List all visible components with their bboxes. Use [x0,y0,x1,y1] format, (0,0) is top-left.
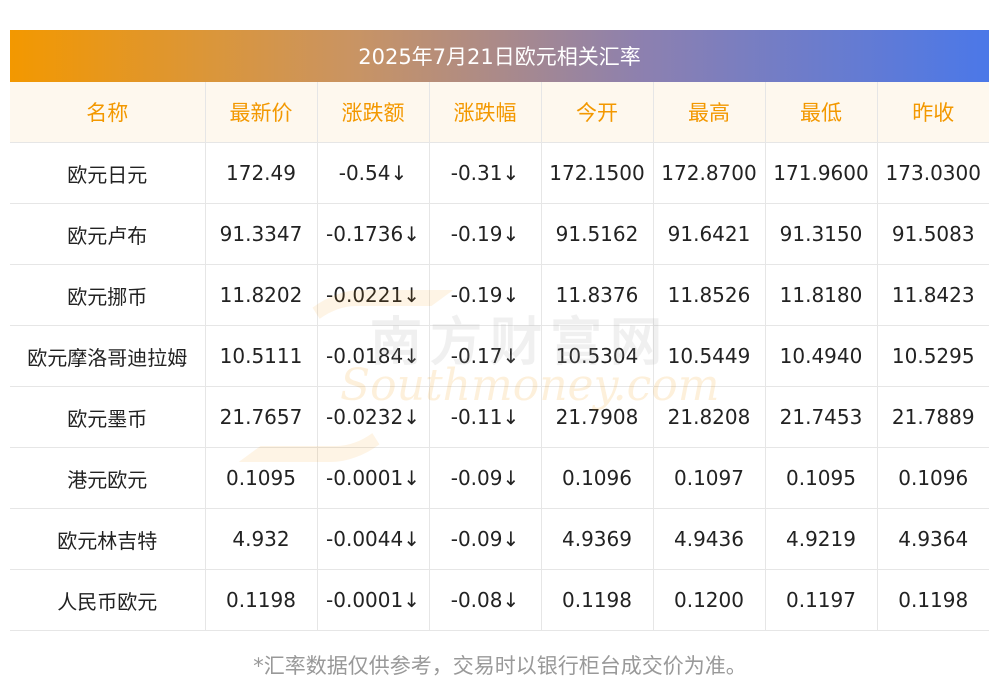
cell-low: 0.1197 [765,569,878,631]
cell-open: 91.5162 [541,203,654,265]
cell-high: 172.8700 [653,142,766,204]
cell-change-pct: -0.31↓ [429,142,542,204]
cell-low: 4.9219 [765,508,878,570]
cell-open: 10.5304 [541,325,654,387]
header-change: 涨跌额 [317,82,430,143]
cell-change: -0.0232↓ [317,386,430,448]
cell-high: 10.5449 [653,325,766,387]
cell-change: -0.1736↓ [317,203,430,265]
cell-low: 171.9600 [765,142,878,204]
cell-open: 11.8376 [541,264,654,326]
cell-change-pct: -0.09↓ [429,447,542,509]
cell-name: 人民币欧元 [10,569,206,631]
header-latest: 最新价 [205,82,318,143]
table-row: 欧元林吉特 4.932 -0.0044↓ -0.09↓ 4.9369 4.9436 4.92… [10,508,989,570]
cell-prev-close: 11.8423 [877,264,989,326]
table-row: 欧元日元 172.49 -0.54↓ -0.31↓ 172.1500 172.8700 17… [10,142,989,204]
header-row: 名称 最新价 涨跌额 涨跌幅 今开 最高 最低 昨收 [10,82,989,143]
cell-low: 11.8180 [765,264,878,326]
cell-open: 4.9369 [541,508,654,570]
cell-change-pct: -0.19↓ [429,203,542,265]
cell-open: 21.7908 [541,386,654,448]
cell-high: 0.1097 [653,447,766,509]
cell-name: 欧元卢布 [10,203,206,265]
cell-name: 欧元挪币 [10,264,206,326]
disclaimer-footnote: *汇率数据仅供参考，交易时以银行柜台成交价为准。 [253,654,747,678]
cell-open: 172.1500 [541,142,654,204]
header-change-pct: 涨跌幅 [429,82,542,143]
cell-name: 欧元摩洛哥迪拉姆 [10,325,206,387]
cell-prev-close: 21.7889 [877,386,989,448]
cell-change-pct: -0.09↓ [429,508,542,570]
cell-change: -0.0001↓ [317,569,430,631]
cell-latest: 172.49 [205,142,318,204]
cell-name: 欧元日元 [10,142,206,204]
cell-change-pct: -0.17↓ [429,325,542,387]
cell-latest: 4.932 [205,508,318,570]
table-title: 2025年7月21日欧元相关汇率 [10,30,989,82]
cell-high: 4.9436 [653,508,766,570]
cell-low: 21.7453 [765,386,878,448]
cell-change: -0.0184↓ [317,325,430,387]
cell-latest: 91.3347 [205,203,318,265]
cell-change-pct: -0.08↓ [429,569,542,631]
table-row: 欧元卢布 91.3347 -0.1736↓ -0.19↓ 91.5162 91.6421 9… [10,203,989,265]
cell-change: -0.54↓ [317,142,430,204]
table-row: 人民币欧元 0.1198 -0.0001↓ -0.08↓ 0.1198 0.1200 0.1… [10,569,989,631]
cell-latest: 0.1095 [205,447,318,509]
cell-latest: 0.1198 [205,569,318,631]
cell-prev-close: 173.0300 [877,142,989,204]
cell-high: 91.6421 [653,203,766,265]
cell-open: 0.1096 [541,447,654,509]
cell-latest: 10.5111 [205,325,318,387]
cell-prev-close: 4.9364 [877,508,989,570]
header-low: 最低 [765,82,878,143]
cell-name: 港元欧元 [10,447,206,509]
cell-prev-close: 0.1198 [877,569,989,631]
table-row: 欧元墨币 21.7657 -0.0232↓ -0.11↓ 21.7908 21.8208 2… [10,386,989,448]
cell-low: 0.1095 [765,447,878,509]
cell-open: 0.1198 [541,569,654,631]
cell-high: 21.8208 [653,386,766,448]
cell-high: 11.8526 [653,264,766,326]
cell-change: -0.0044↓ [317,508,430,570]
cell-latest: 21.7657 [205,386,318,448]
cell-latest: 11.8202 [205,264,318,326]
table-row: 欧元挪币 11.8202 -0.0221↓ -0.19↓ 11.8376 11.8526 1… [10,264,989,326]
header-prev-close: 昨收 [877,82,989,143]
cell-change-pct: -0.19↓ [429,264,542,326]
table-row: 港元欧元 0.1095 -0.0001↓ -0.09↓ 0.1096 0.1097 0.10… [10,447,989,509]
table-row: 欧元摩洛哥迪拉姆 10.5111 -0.0184↓ -0.17↓ 10.5304 10.5… [10,325,989,387]
header-high: 最高 [653,82,766,143]
cell-change-pct: -0.11↓ [429,386,542,448]
cell-name: 欧元墨币 [10,386,206,448]
header-name: 名称 [10,82,206,143]
exchange-rate-table: 名称 最新价 涨跌额 涨跌幅 今开 最高 最低 昨收 欧元日元 172.49 -0.… [10,82,989,631]
cell-change: -0.0001↓ [317,447,430,509]
cell-prev-close: 0.1096 [877,447,989,509]
header-open: 今开 [541,82,654,143]
cell-prev-close: 91.5083 [877,203,989,265]
cell-change: -0.0221↓ [317,264,430,326]
cell-high: 0.1200 [653,569,766,631]
cell-name: 欧元林吉特 [10,508,206,570]
cell-low: 10.4940 [765,325,878,387]
cell-low: 91.3150 [765,203,878,265]
cell-prev-close: 10.5295 [877,325,989,387]
